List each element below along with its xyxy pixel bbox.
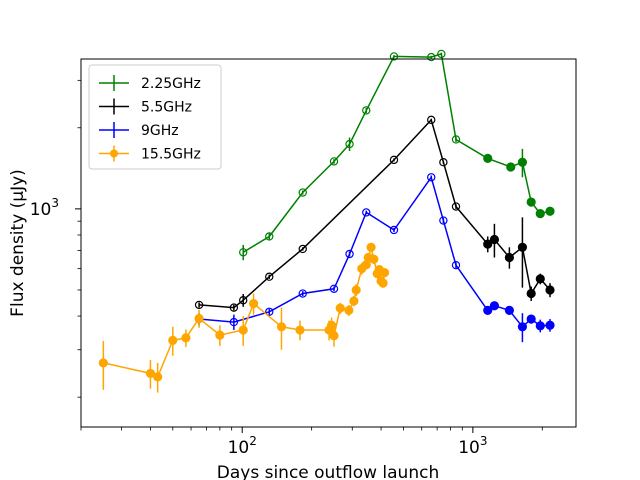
data-point [545,320,555,330]
data-point [295,325,305,335]
data-point [545,206,555,216]
data-point [168,335,178,345]
data-point [517,242,528,252]
data-point [215,330,225,340]
data-point [483,305,493,315]
legend-entry: 9GHz [99,122,179,139]
data-point [145,368,156,379]
data-point [181,333,191,343]
y-axis-label: Flux density (μJy) [8,169,28,317]
legend-label: 2.25GHz [141,76,201,92]
data-point [98,358,108,368]
data-point [298,289,307,298]
data-point [389,225,399,235]
data-point [379,268,390,278]
data-point [483,153,493,163]
data-point [362,208,371,217]
data-point [389,155,399,165]
series-1 [194,115,555,312]
data-point [298,244,307,254]
data-point [517,157,528,167]
data-point [349,296,359,306]
series-0 [239,49,555,261]
data-point [483,239,493,249]
series-layer [98,49,555,393]
data-point [298,188,307,197]
data-point [378,278,388,288]
legend-swatch-marker [110,149,118,158]
legend-box [88,64,222,170]
data-point [369,254,379,264]
data-point [526,197,536,207]
data-point [489,301,500,311]
data-point [526,314,536,324]
data-point [489,234,500,245]
data-point [265,307,274,316]
data-point [545,285,555,295]
data-point [451,260,461,270]
data-point [439,158,448,167]
series-3 [98,242,390,393]
legend-label: 9GHz [141,123,179,139]
data-point [437,49,446,59]
series-line [199,118,551,309]
data-point [345,249,354,259]
x-tick-label: 102 [228,434,257,458]
series-line [242,52,551,253]
x-axis-label: Days since outflow launch [217,463,439,480]
data-point [265,272,274,281]
legend-label: 15.5GHz [141,147,201,163]
data-point [451,202,461,211]
legend-entry: 5.5GHz [99,98,192,116]
x-tick-label: 103 [458,434,487,458]
data-point [535,274,545,284]
data-point [229,303,239,312]
data-point [351,285,361,295]
data-point [535,209,545,219]
legend-entry: 15.5GHz [99,145,201,163]
data-point [153,372,163,382]
legend: 2.25GHz 5.5GHz 9GHz 15.5GHz [88,64,222,170]
plot-frame [80,58,577,428]
data-point [276,322,287,332]
legend-entry: 2.25GHz [99,75,201,92]
data-point [362,106,371,115]
data-point [427,52,436,62]
data-point [366,242,376,252]
series-line [103,247,386,378]
data-point [239,248,248,257]
series-2 [194,173,555,343]
data-point [335,303,345,313]
data-point [265,232,274,241]
data-point [194,313,204,324]
data-point [427,173,436,182]
data-point [248,299,259,309]
data-point [194,300,204,310]
y-tick-label: 103 [30,196,59,220]
data-point [329,157,339,166]
data-point [506,162,516,172]
data-point [238,325,248,335]
data-point [451,135,461,144]
data-point [229,317,239,327]
data-point [517,322,528,332]
data-point [427,115,436,125]
data-point [329,331,339,341]
data-point [389,52,399,61]
data-point [344,305,354,315]
data-point [526,288,536,299]
data-point [239,296,248,305]
data-point [439,216,448,225]
data-point [504,252,514,263]
data-point [504,305,514,315]
data-point [535,321,545,331]
legend-label: 5.5GHz [141,100,192,116]
data-point [345,139,354,149]
data-point [329,284,339,294]
